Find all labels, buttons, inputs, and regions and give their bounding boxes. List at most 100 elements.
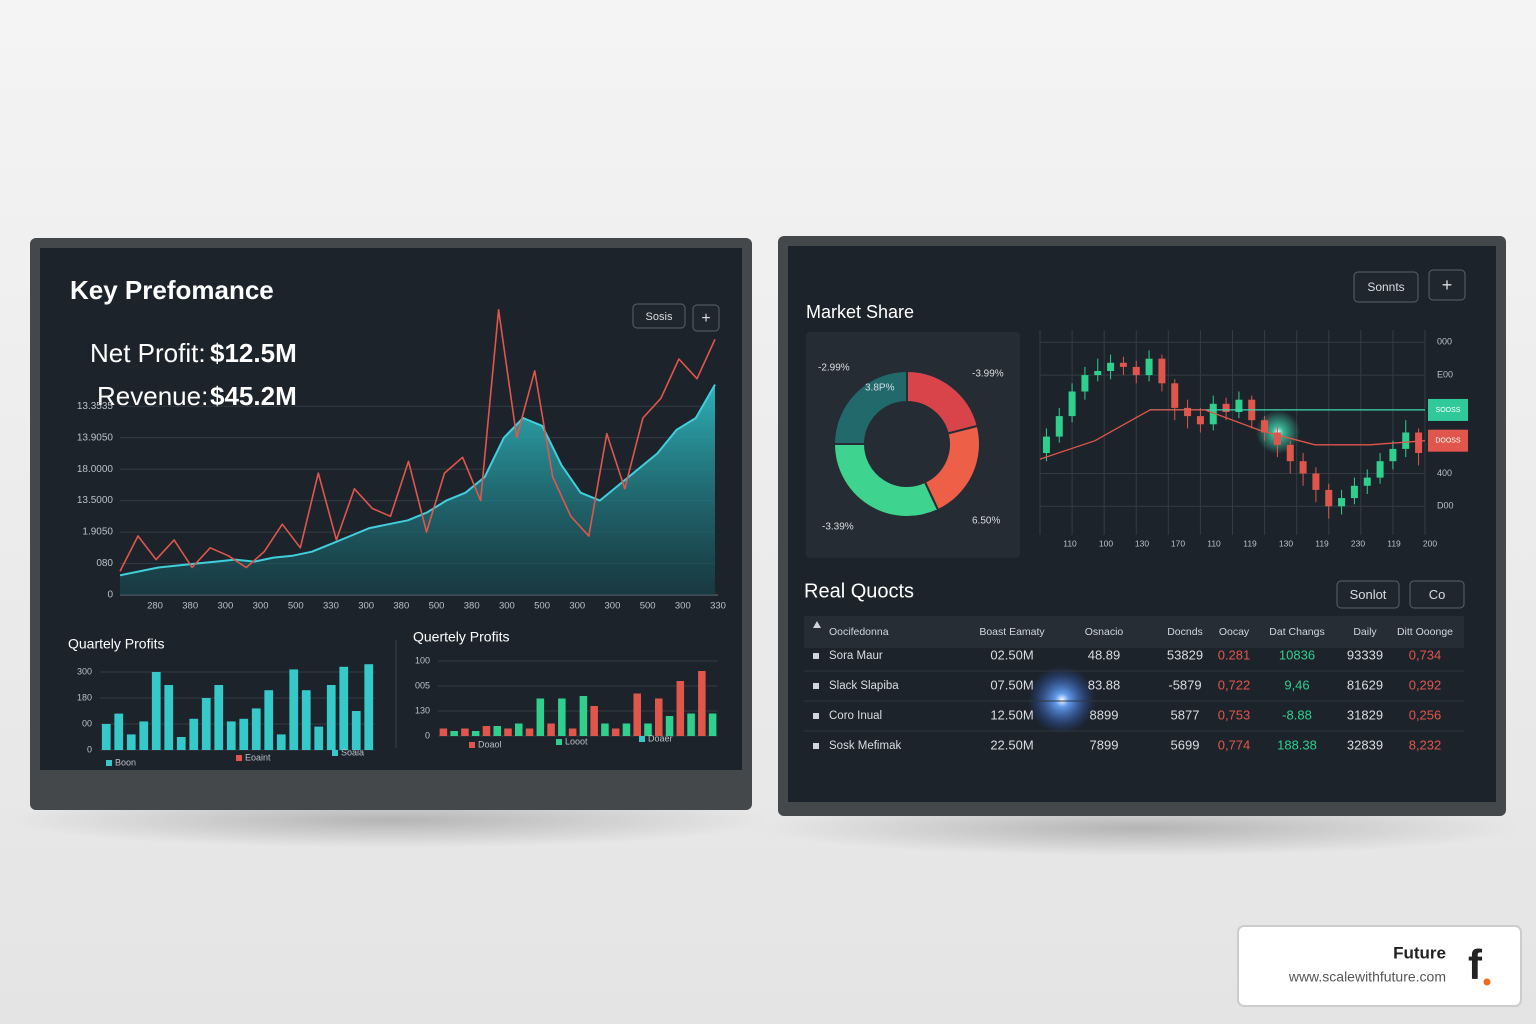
table-cell: 32839 — [1347, 737, 1383, 752]
x-tick-label: 500 — [640, 601, 656, 612]
x-tick-label: 100 — [1099, 538, 1113, 548]
table-cell: 53829 — [1167, 647, 1203, 662]
table-cell: 5699 — [1171, 737, 1200, 752]
button[interactable] — [1428, 269, 1466, 301]
x-tick-label: 380 — [393, 601, 409, 612]
x-tick-label: 280 — [147, 601, 163, 612]
bar — [708, 713, 717, 736]
table-cell: 7899 — [1090, 737, 1119, 752]
legend-swatch — [556, 739, 562, 745]
table-cell: 0,256 — [1409, 707, 1442, 722]
bar — [698, 671, 706, 736]
legend-swatch — [332, 750, 338, 756]
button[interactable] — [1353, 271, 1419, 303]
bar — [590, 706, 598, 736]
table-cell: 8,232 — [1409, 737, 1442, 752]
candle-body — [1273, 432, 1281, 445]
x-tick-label: 110 — [1063, 538, 1077, 548]
button[interactable] — [692, 304, 720, 332]
candle-body — [1184, 407, 1192, 417]
bar — [251, 708, 261, 750]
y-tick-label: 0 — [107, 590, 113, 601]
candle-body — [1325, 489, 1333, 507]
x-tick-label: 330 — [323, 601, 339, 612]
button[interactable] — [1336, 580, 1400, 609]
table-cell: 48.89 — [1088, 647, 1121, 662]
bar — [114, 713, 124, 750]
row-name: Slack Slapiba — [829, 680, 899, 692]
bar — [461, 728, 469, 736]
button[interactable] — [632, 303, 686, 329]
bar — [482, 726, 491, 736]
badge-box — [1237, 925, 1522, 1007]
chart-title: Quartely Profits — [68, 636, 164, 652]
bar — [493, 726, 501, 736]
legend-label: Soaia — [341, 747, 364, 757]
bar — [214, 685, 224, 750]
glow — [1028, 666, 1096, 734]
badge-name: Future — [1393, 943, 1446, 962]
bar — [676, 681, 685, 736]
candle-body — [1338, 498, 1346, 507]
table-cell: 8899 — [1090, 707, 1119, 722]
bar — [558, 698, 566, 736]
candle-body — [1158, 358, 1166, 384]
y-tick-label: 0 — [87, 744, 92, 754]
candle-body — [1222, 403, 1230, 412]
x-tick-label: 110 — [1207, 538, 1221, 548]
candle-body — [1145, 358, 1153, 376]
area-line — [119, 384, 716, 577]
table-header-bg — [804, 616, 1464, 648]
button-label: Sonlot — [1350, 587, 1387, 602]
button-label: Sonnts — [1367, 280, 1404, 294]
indicator-line — [1039, 409, 1426, 460]
x-tick-label: 130 — [1135, 538, 1149, 548]
x-tick-label: 200 — [1423, 538, 1437, 548]
bar — [239, 718, 249, 750]
column-header: Oocay — [1219, 626, 1250, 638]
column-header: Docnds — [1167, 626, 1203, 638]
button[interactable] — [1409, 580, 1465, 609]
row-bullet — [813, 743, 819, 749]
table-cell: 83.88 — [1088, 677, 1121, 692]
table-cell: 81629 — [1347, 677, 1383, 692]
row-bullet — [813, 683, 819, 689]
candle-body — [1389, 448, 1397, 462]
panel-title: Key Prefomance — [70, 275, 274, 305]
y-tick-label: 13.9050 — [77, 432, 114, 443]
bar — [515, 723, 523, 736]
legend-swatch — [469, 742, 475, 748]
table-cell: 10836 — [1279, 647, 1315, 662]
area — [120, 384, 715, 595]
bar — [164, 685, 174, 750]
legend-label: Looot — [565, 736, 588, 746]
y-tick-label: 1.9050 — [82, 527, 113, 538]
candle-body — [1312, 473, 1320, 490]
bar — [504, 728, 512, 736]
x-tick-label: 230 — [1351, 538, 1365, 548]
column-header: Oocifedonna — [829, 626, 889, 638]
y-tick-label: 00 — [82, 718, 92, 728]
y-tick-label: 13.5000 — [77, 495, 114, 506]
sort-icon — [813, 621, 821, 628]
x-tick-label: 119 — [1315, 538, 1329, 548]
bar — [139, 721, 149, 750]
legend-label: Doaol — [478, 739, 502, 749]
candle-body — [1299, 461, 1307, 474]
table-cell: 5877 — [1171, 707, 1200, 722]
column-header: Boast Eamaty — [979, 626, 1045, 638]
bar — [201, 698, 211, 750]
bar — [611, 728, 620, 736]
candle-body — [1119, 362, 1127, 367]
candle-body — [1286, 444, 1294, 462]
table-cell: -5879 — [1168, 677, 1201, 692]
bar — [264, 690, 274, 750]
bar — [351, 711, 361, 750]
bar — [687, 713, 695, 736]
chart-title: Quertely Profits — [413, 629, 509, 645]
bar — [633, 693, 641, 736]
bar — [151, 672, 161, 750]
table-cell: -8.88 — [1282, 707, 1312, 722]
row-bullet — [813, 653, 819, 659]
badge-url: www.scalewithfuture.com — [1288, 969, 1446, 985]
